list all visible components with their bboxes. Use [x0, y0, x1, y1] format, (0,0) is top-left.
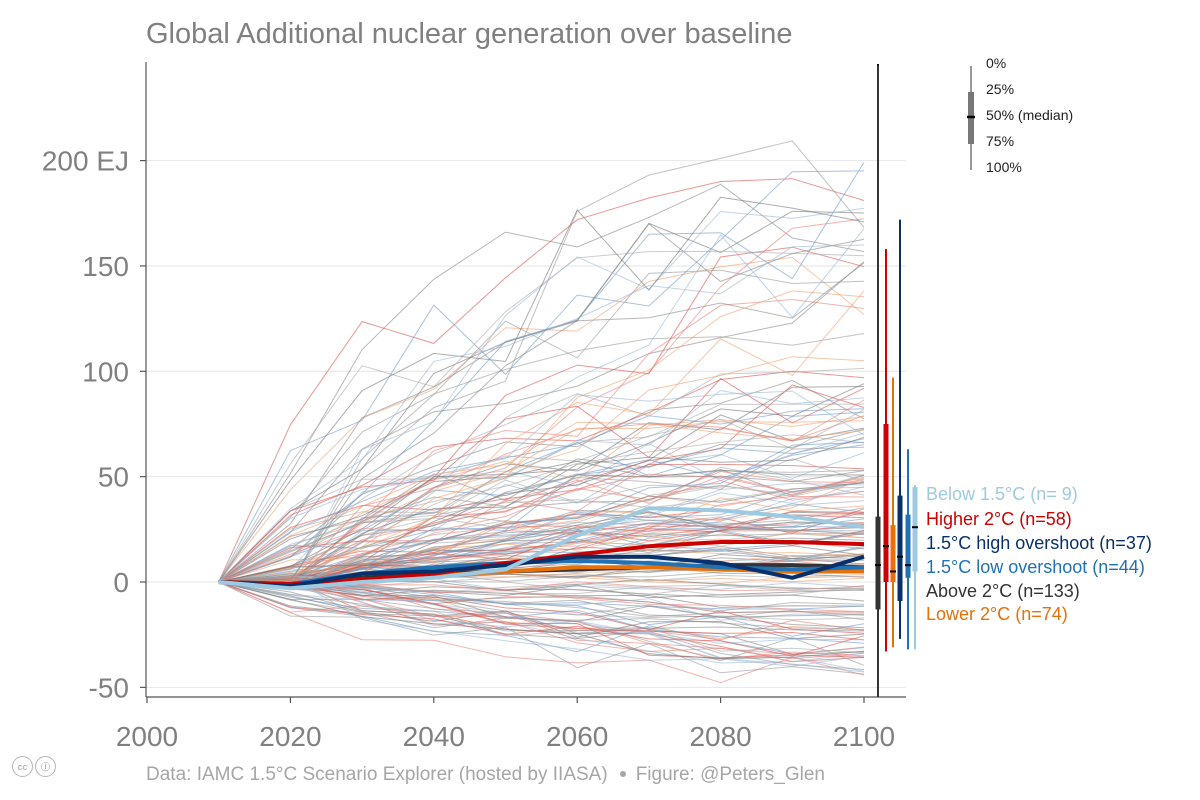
median-line [218, 554, 865, 589]
scenario-line [218, 161, 865, 583]
scenario-line [218, 333, 865, 583]
scenario-line [218, 256, 865, 583]
key-label-75: 75% [986, 133, 1015, 149]
y-tick-label: 0 [113, 567, 129, 598]
scenario-line [218, 482, 865, 585]
scenario-line [218, 581, 865, 640]
scenario-line [218, 480, 865, 583]
scenario-line [218, 390, 865, 583]
scenario-line [218, 290, 865, 583]
median-line [218, 540, 865, 587]
footer-separator [619, 771, 626, 777]
axes [145, 62, 906, 698]
scenario-line [218, 262, 865, 583]
scenario-line [218, 581, 865, 675]
scenario-line [218, 576, 865, 667]
gridlines [146, 160, 906, 688]
footer: Data: IAMC 1.5°C Scenario Explorer (host… [146, 764, 825, 786]
legend-low-overshoot: 1.5°C low overshoot (n=44) [926, 557, 1145, 577]
scenario-line [218, 580, 865, 656]
scenario-line [218, 581, 865, 621]
scenario-line [218, 460, 865, 583]
scenario-line [218, 581, 865, 644]
scenario-line [218, 428, 865, 583]
chart-title: Global Additional nuclear generation ove… [146, 18, 793, 50]
license-badges: cc ⓘ [12, 756, 56, 777]
footer-figure-credit: Figure: @Peters_Glen [635, 764, 826, 785]
scenario-line [218, 581, 865, 660]
scenario-line [218, 183, 865, 583]
scenario-line [218, 581, 865, 655]
scenario-line [218, 196, 865, 583]
scenario-line [218, 415, 865, 583]
x-tick-label: 2020 [259, 721, 321, 752]
x-tick-label: 2060 [546, 721, 608, 752]
key-label-0: 0% [986, 55, 1007, 71]
key-label-100: 100% [986, 159, 1022, 175]
scenario-line [218, 581, 865, 654]
scenario-line [218, 486, 865, 583]
quantile-key [967, 66, 975, 170]
scenario-line [218, 581, 865, 659]
x-tick-label: 2080 [689, 721, 751, 752]
scenario-line [218, 421, 865, 583]
tick-labels: -50 0 50 100 150 200 EJ 2000 2020 2040 2060 2080 21… [42, 146, 895, 752]
scenario-line [218, 244, 865, 583]
y-tick-label: -50 [89, 672, 129, 703]
cc-icon: cc [12, 756, 33, 777]
scenario-line [218, 140, 865, 583]
attribution-icon: ⓘ [35, 756, 56, 777]
x-tick-label: 2100 [833, 721, 895, 752]
scenario-line [218, 290, 865, 583]
x-tick-label: 2000 [116, 721, 178, 752]
scenario-line [218, 581, 865, 655]
y-tick-label: 50 [98, 462, 129, 493]
median-lines [218, 506, 865, 591]
scenario-line [218, 370, 865, 583]
scenario-line [218, 389, 865, 583]
y-tick-label: 100 [82, 356, 129, 387]
legend-below-1-5: Below 1.5°C (n= 9) [926, 484, 1078, 504]
legend-high-overshoot: 1.5°C high overshoot (n=37) [926, 533, 1152, 553]
scenario-line [218, 446, 865, 583]
scenario-line [218, 377, 865, 583]
legend-higher-2: Higher 2°C (n=58) [926, 509, 1072, 529]
y-tick-label: 150 [82, 251, 129, 282]
scenario-line [218, 386, 865, 583]
scenario-line [218, 581, 865, 660]
scenario-line [218, 434, 865, 583]
legend-above-2: Above 2°C (n=133) [926, 581, 1080, 601]
scenario-line [218, 261, 865, 583]
key-label-50: 50% (median) [986, 107, 1074, 123]
scenario-line [218, 553, 865, 583]
legend-lower-2: Lower 2°C (n=74) [926, 604, 1068, 624]
scenario-line [218, 178, 865, 583]
scenario-line [218, 436, 865, 583]
scenario-line [218, 399, 865, 583]
x-tick-label: 2040 [403, 721, 465, 752]
scenario-lines [218, 140, 865, 684]
scenario-line [218, 222, 865, 583]
scenario-line [218, 580, 865, 623]
scenario-line [218, 420, 865, 583]
scenario-line [218, 500, 865, 583]
footer-data-source: Data: IAMC 1.5°C Scenario Explorer (host… [146, 764, 608, 785]
boxplots [875, 64, 918, 697]
scenario-line [218, 581, 865, 657]
median-line [218, 506, 865, 591]
key-label-25: 25% [986, 81, 1015, 97]
y-tick-label: 200 EJ [42, 146, 129, 177]
scenario-line [218, 507, 865, 583]
